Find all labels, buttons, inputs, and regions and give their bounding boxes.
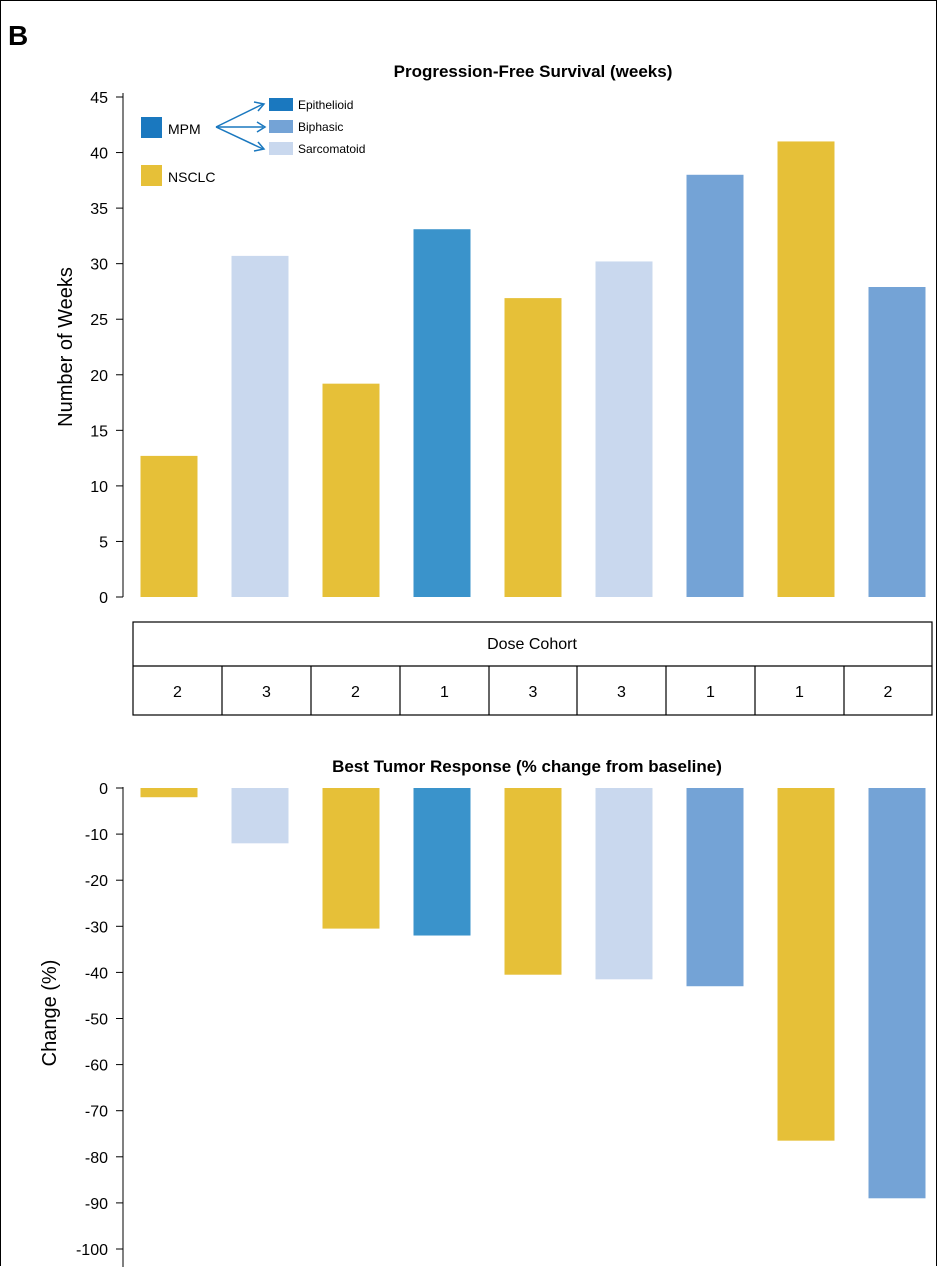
arrowhead-biphasic (256, 121, 267, 133)
legend-sarcomatoid-label: Sarcomatoid (298, 142, 365, 156)
response-y-tick-label: -100 (76, 1242, 108, 1259)
response-bar (868, 788, 926, 1199)
response-bar (777, 788, 835, 1141)
legend-arrows (215, 101, 267, 152)
pfs-y-tick-label: 30 (90, 257, 108, 274)
legend-sarcomatoid-swatch (269, 142, 293, 155)
response-y-label: Change (%) (39, 960, 61, 1067)
dose-cell-value: 1 (795, 684, 804, 701)
response-bar (413, 788, 471, 936)
legend-epithelioid-swatch (269, 98, 293, 111)
response-bar (140, 788, 198, 798)
response-bar (231, 788, 289, 844)
legend-mpm-label: MPM (168, 121, 201, 137)
pfs-y-tick-label: 35 (90, 201, 108, 218)
response-chart: Best Tumor Response (% change from basel… (39, 757, 926, 1267)
response-y-tick-label: -90 (85, 1196, 108, 1213)
arrowhead-sarcomatoid (253, 141, 266, 152)
pfs-y-tick-label: 25 (90, 312, 108, 329)
arrow-to-epithelioid (215, 103, 264, 128)
legend-mpm-swatch (141, 117, 162, 138)
legend-epithelioid-label: Epithelioid (298, 98, 353, 112)
dose-cell-value: 1 (440, 684, 449, 701)
pfs-bar (504, 298, 562, 597)
pfs-bar (413, 229, 471, 597)
response-y-tick-label: 0 (99, 781, 108, 798)
dose-table-border (132, 621, 933, 716)
dose-cell-value: 2 (884, 684, 893, 701)
pfs-y-tick-label: 10 (90, 479, 108, 496)
dose-cell-value: 2 (351, 684, 360, 701)
dose-cell-value: 3 (529, 684, 538, 701)
response-title: Best Tumor Response (% change from basel… (332, 757, 722, 776)
panel-letter: B (8, 20, 29, 51)
arrow-to-sarcomatoid (215, 126, 264, 150)
response-bar (504, 788, 562, 975)
pfs-bar (231, 255, 289, 597)
legend-biphasic-label: Biphasic (298, 120, 343, 134)
response-bar (595, 788, 653, 980)
pfs-y-tick-label: 0 (99, 590, 108, 607)
pfs-y-tick-label: 15 (90, 423, 108, 440)
dose-cell-value: 3 (617, 684, 626, 701)
pfs-bar (777, 141, 835, 597)
pfs-title: Progression-Free Survival (weeks) (394, 62, 673, 81)
response-y-tick-label: -80 (85, 1150, 108, 1167)
pfs-y-tick-label: 45 (90, 90, 108, 107)
pfs-y-tick-label: 5 (99, 534, 108, 551)
pfs-y-tick-label: 20 (90, 368, 108, 385)
pfs-bar (595, 261, 653, 597)
legend-nsclc-label: NSCLC (168, 169, 215, 185)
response-bar (686, 788, 744, 987)
pfs-bar (140, 455, 198, 597)
dose-table-header: Dose Cohort (487, 636, 577, 653)
pfs-bars (140, 141, 926, 597)
dose-cohort-table: Dose Cohort 2 3 2 1 3 3 1 1 2 (132, 621, 933, 716)
dose-cell-value: 1 (706, 684, 715, 701)
pfs-y-label: Number of Weeks (55, 267, 77, 427)
pfs-bar (868, 287, 926, 597)
dose-cell-value: 3 (262, 684, 271, 701)
arrowhead-epithelioid (253, 101, 266, 112)
pfs-bar (322, 383, 380, 597)
response-y-ticks: 0 -10 -20 -30 -40 -50 -60 -70 -80 -90 -100 (76, 781, 123, 1259)
pfs-chart: Progression-Free Survival (weeks) Number… (55, 62, 926, 607)
response-y-tick-label: -30 (85, 919, 108, 936)
response-y-tick-label: -40 (85, 965, 108, 982)
pfs-bar (686, 174, 744, 597)
pfs-y-ticks: 0 5 10 15 20 25 30 35 40 45 (90, 90, 123, 607)
legend-nsclc-swatch (141, 165, 162, 186)
legend: MPM NSCLC Epithelioid Biphasic Sarcomato… (141, 98, 365, 186)
response-y-tick-label: -50 (85, 1012, 108, 1029)
response-y-tick-label: -20 (85, 873, 108, 890)
response-y-tick-label: -70 (85, 1104, 108, 1121)
dose-cells: 2 3 2 1 3 3 1 1 2 (173, 666, 893, 715)
legend-biphasic-swatch (269, 120, 293, 133)
dose-cell-value: 2 (173, 684, 182, 701)
response-bars (140, 788, 926, 1199)
response-y-tick-label: -60 (85, 1058, 108, 1075)
response-bar (322, 788, 380, 929)
pfs-y-tick-label: 40 (90, 146, 108, 163)
response-y-tick-label: -10 (85, 827, 108, 844)
